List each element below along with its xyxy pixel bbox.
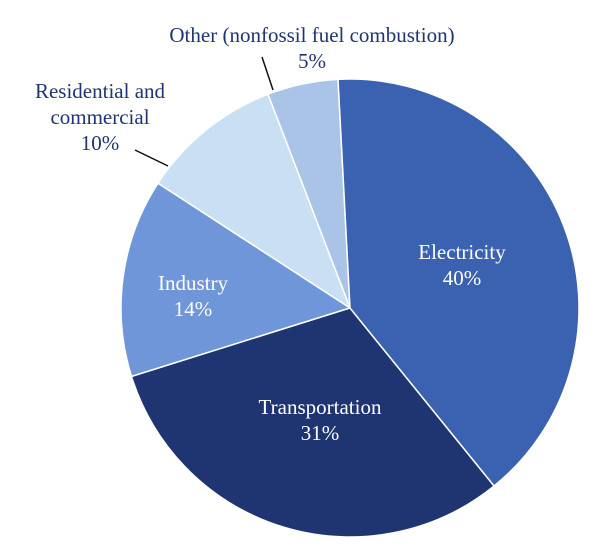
leader-line — [134, 149, 169, 167]
slice-label: Electricity 40% — [382, 239, 542, 291]
value-label: 40% — [442, 266, 482, 290]
pie-slice — [120, 182, 352, 378]
category-label: Residential and commercial — [34, 79, 166, 129]
slice-label: Industry 14% — [133, 270, 253, 322]
value-label: 31% — [300, 421, 340, 445]
pie-slice — [156, 93, 352, 310]
category-label: Electricity — [418, 240, 506, 264]
slice-label: Transportation 31% — [220, 394, 420, 446]
pie-slice — [337, 78, 580, 488]
leader-line — [261, 56, 274, 91]
pie-slice — [130, 307, 496, 538]
slice-label: Other (nonfossil fuel combustion) 5% — [122, 22, 502, 74]
slice-label: Residential and commercial 10% — [15, 78, 185, 156]
value-label: 5% — [298, 49, 326, 73]
value-label: 14% — [173, 297, 213, 321]
category-label: Industry — [158, 271, 228, 295]
value-label: 10% — [80, 131, 120, 155]
category-label: Transportation — [258, 395, 382, 419]
category-label: Other (nonfossil fuel combustion) — [169, 23, 455, 47]
